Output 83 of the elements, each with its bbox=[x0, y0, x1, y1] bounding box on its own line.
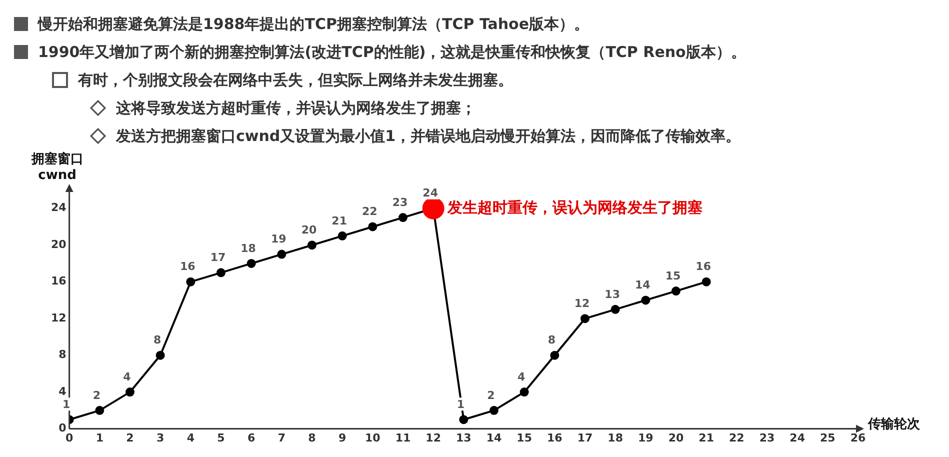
data-label: 23 bbox=[392, 196, 408, 209]
point bbox=[610, 304, 620, 314]
text: 发送方把拥塞窗口cwnd又设置为最小值1，并错误地启动慢开始算法，因而降低了传输效率。 bbox=[116, 126, 741, 146]
data-label: 4 bbox=[123, 370, 132, 384]
data-label: 18 bbox=[240, 242, 256, 255]
point bbox=[580, 314, 590, 324]
point bbox=[550, 350, 560, 360]
data-label: 14 bbox=[635, 278, 651, 292]
x-tick-label: 5 bbox=[217, 431, 225, 444]
x-tick-label: 12 bbox=[426, 431, 441, 444]
point bbox=[489, 406, 498, 415]
data-label: 16 bbox=[696, 260, 712, 274]
data-label: 15 bbox=[665, 269, 681, 282]
data-label: 2 bbox=[487, 388, 495, 402]
data-label: 16 bbox=[180, 260, 196, 274]
text: 1990年又增加了两个新的拥塞控制算法(改进TCP的性能)，这就是快重传和快恢复（TCP Reno版本）。 bbox=[38, 42, 746, 62]
x-tick-label: 19 bbox=[638, 431, 654, 444]
x-tick-label: 21 bbox=[698, 431, 714, 444]
y-tick-label: 4 bbox=[58, 384, 67, 398]
x-tick-label: 4 bbox=[186, 431, 195, 444]
point bbox=[216, 268, 226, 278]
point bbox=[95, 406, 104, 415]
x-tick-label: 20 bbox=[668, 431, 684, 444]
x-tick-label: 10 bbox=[364, 431, 381, 444]
x-tick-label: 16 bbox=[547, 431, 563, 444]
data-label: 2 bbox=[92, 388, 100, 402]
x-tick-label: 11 bbox=[395, 431, 411, 444]
x-tick-label: 13 bbox=[456, 431, 472, 444]
point bbox=[338, 231, 347, 240]
y-tick-label: 24 bbox=[50, 201, 67, 214]
text: 慢开始和拥塞避免算法是1988年提出的TCP拥塞控制算法（TCP Tahoe版本）。 bbox=[38, 14, 590, 34]
x-tick-label: 22 bbox=[729, 431, 744, 444]
x-tick-label: 14 bbox=[486, 431, 502, 444]
point bbox=[125, 388, 134, 397]
y-tick-label: 0 bbox=[58, 422, 67, 435]
data-label: 8 bbox=[153, 334, 162, 347]
x-tick-label: 2 bbox=[126, 431, 134, 444]
data-label: 13 bbox=[604, 288, 620, 301]
data-label: 1 bbox=[456, 398, 464, 411]
data-label: 24 bbox=[422, 186, 438, 200]
point bbox=[156, 350, 165, 360]
data-label: 22 bbox=[362, 205, 378, 218]
x-tick-label: 9 bbox=[338, 431, 346, 444]
point bbox=[368, 222, 378, 232]
point bbox=[702, 277, 711, 286]
x-tick-label: 23 bbox=[759, 431, 775, 444]
x-tick-label: 24 bbox=[790, 431, 806, 444]
point bbox=[307, 240, 316, 250]
data-label: 17 bbox=[210, 251, 226, 264]
data-label: 20 bbox=[301, 223, 317, 236]
annotation: 发生超时重传，误认为网络发生了拥塞 bbox=[446, 198, 702, 216]
point bbox=[459, 415, 468, 424]
text: 这将导致发送方超时重传，并误认为网络发生了拥塞； bbox=[116, 98, 476, 118]
point bbox=[641, 296, 650, 305]
data-label: 4 bbox=[517, 370, 526, 384]
x-tick-label: 1 bbox=[96, 431, 104, 444]
x-tick-label: 17 bbox=[577, 431, 593, 444]
point bbox=[398, 213, 408, 222]
y-tick-label: 8 bbox=[58, 348, 66, 362]
point bbox=[246, 258, 256, 268]
y-tick-label: 16 bbox=[50, 274, 67, 288]
x-tick-label: 3 bbox=[156, 431, 164, 444]
data-label: 12 bbox=[574, 296, 590, 310]
point bbox=[671, 286, 680, 296]
x-tick-label: 8 bbox=[308, 431, 316, 444]
data-label: 19 bbox=[270, 232, 286, 246]
data-label: 8 bbox=[548, 334, 556, 347]
point bbox=[277, 250, 286, 259]
x-axis-title: 传输轮次 bbox=[867, 417, 921, 432]
x-tick-label: 25 bbox=[820, 431, 836, 444]
point bbox=[520, 388, 529, 397]
text: 有时，个别报文段会在网络中丢失，但实际上网络并未发生拥塞。 bbox=[78, 70, 513, 90]
data-label: 21 bbox=[332, 214, 347, 228]
x-tick-label: 26 bbox=[850, 431, 866, 444]
x-tick-label: 7 bbox=[278, 431, 286, 444]
point bbox=[186, 277, 196, 286]
y-axis-title: 拥塞窗口 cwnd bbox=[30, 150, 84, 183]
data-label: 1 bbox=[62, 398, 70, 411]
x-tick-label: 6 bbox=[247, 431, 256, 444]
y-tick-label: 20 bbox=[50, 238, 67, 251]
x-tick-label: 15 bbox=[516, 431, 532, 444]
y-tick-label: 12 bbox=[50, 311, 66, 324]
x-tick-label: 18 bbox=[608, 431, 623, 444]
